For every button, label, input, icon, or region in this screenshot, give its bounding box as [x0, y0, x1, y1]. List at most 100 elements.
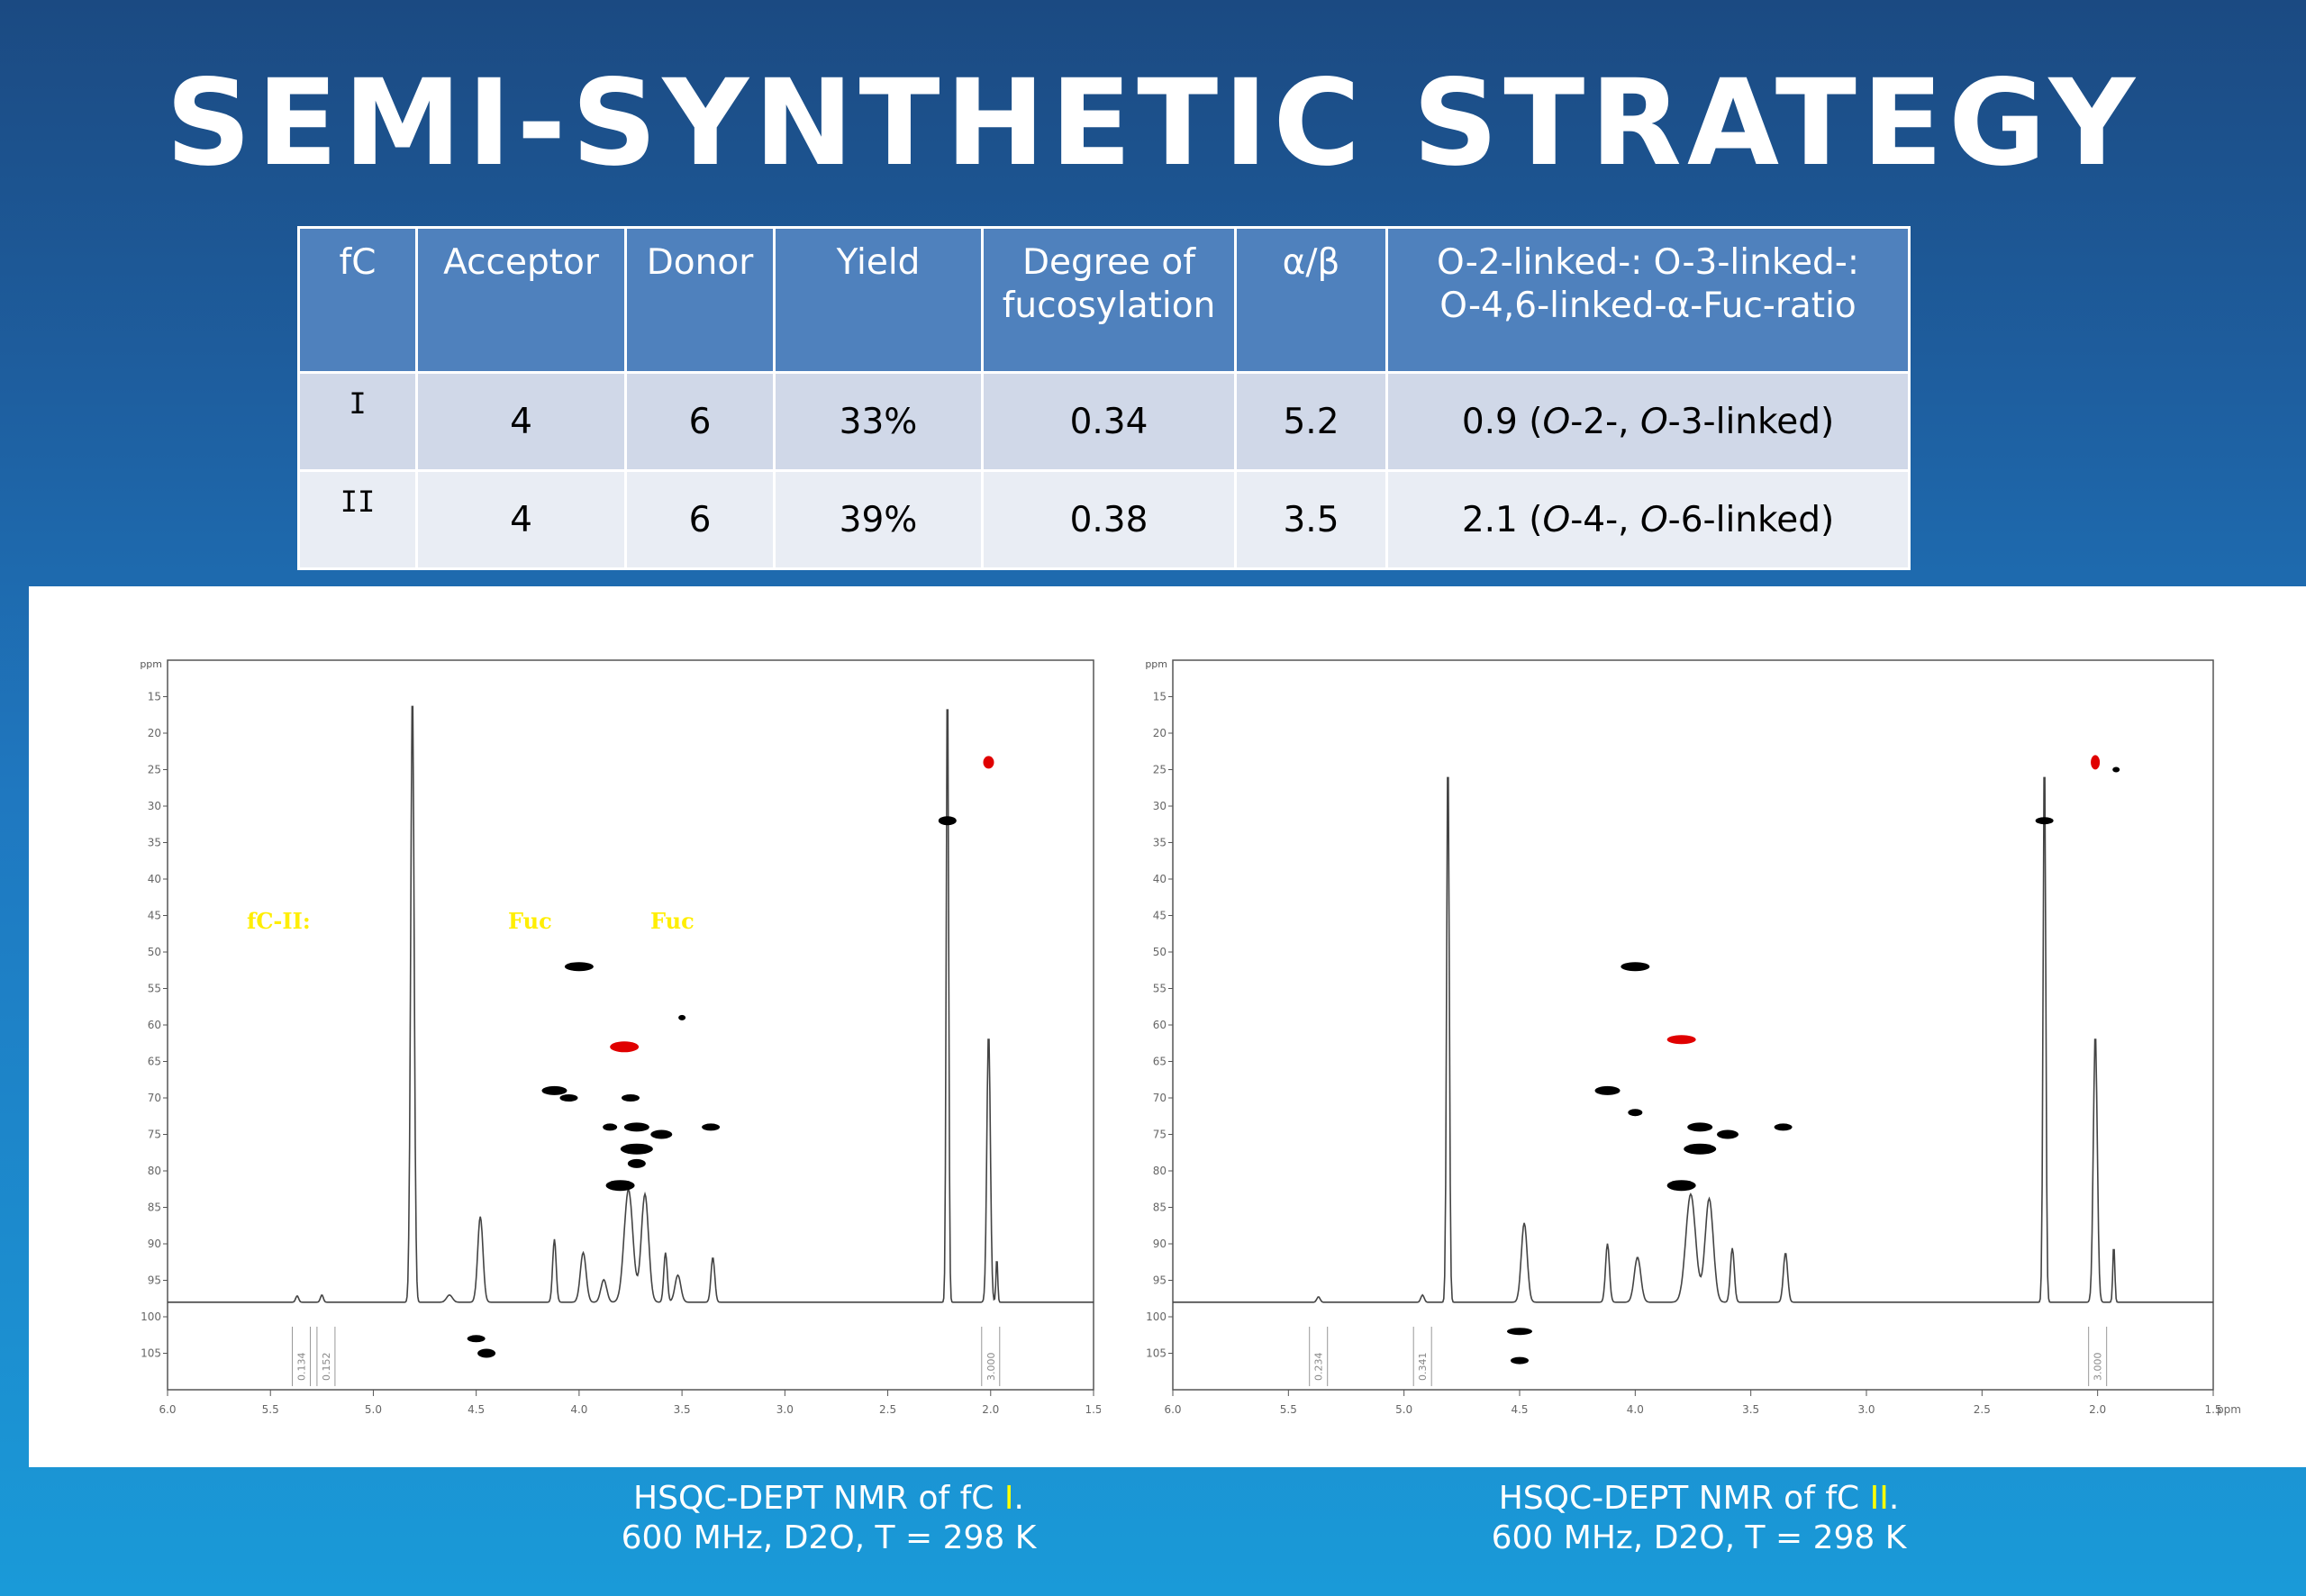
- caption-line1: HSQC-DEPT NMR of fC I.: [333, 1479, 1324, 1519]
- cross-peak: [702, 1123, 721, 1131]
- y-tick-label: 105: [141, 1347, 161, 1360]
- cell-degree: 0.38: [981, 469, 1237, 570]
- table-row: II 4 6 39% 0.38 3.5 2.1 (O-4-, O-6-linke…: [297, 469, 1911, 570]
- cross-peak: [605, 1180, 635, 1192]
- cross-peak: [627, 1158, 646, 1168]
- cross-peak: [650, 1129, 673, 1139]
- y-tick-label: 35: [1153, 837, 1167, 849]
- y-tick-label: 55: [1153, 983, 1167, 995]
- cross-peak: [564, 962, 594, 972]
- cell-acceptor: 4: [415, 469, 627, 570]
- x-tick-label: 4.5: [1511, 1403, 1528, 1416]
- x-tick-label: 1.5: [1085, 1403, 1101, 1416]
- plot-frame: [1172, 659, 2214, 1391]
- ratio-part: -3-linked): [1667, 401, 1835, 442]
- integral-bracket: [316, 1327, 336, 1386]
- cross-peak: [2035, 817, 2054, 825]
- cross-peak: [1684, 1143, 1717, 1155]
- x-tick-label: 1.5: [2204, 1403, 2221, 1416]
- cross-peak: [1511, 1356, 1529, 1365]
- ratio-o: O: [1639, 499, 1668, 540]
- integral-label: 3.000: [2093, 1353, 2104, 1382]
- x-tick-label: 3.0: [1857, 1403, 1875, 1416]
- y-tick-label: 25: [148, 764, 161, 776]
- caption-line2: 600 MHz, D2O, T = 298 K: [621, 1519, 1037, 1556]
- y-tick-label: 50: [1153, 946, 1167, 958]
- x-tick-label: 3.5: [674, 1403, 691, 1416]
- y-tick-label: 70: [148, 1092, 161, 1104]
- y-tick-label: 70: [1153, 1092, 1167, 1104]
- y-tick-label: 55: [148, 983, 161, 995]
- y-tick-label: 100: [1146, 1310, 1167, 1323]
- cell-degree: 0.34: [981, 371, 1237, 472]
- y-tick-label: 75: [148, 1129, 161, 1141]
- cross-peak-red: [1666, 1035, 1696, 1045]
- y-tick-label: 60: [1153, 1019, 1167, 1031]
- cross-peak: [1774, 1123, 1793, 1131]
- hsqc-spectrum-fc-i: ppm 15 20 25 30 35 40 45 50 55 60 65 70 75 80 85 90 95 100…: [140, 658, 1101, 1416]
- projection-trace: [1173, 776, 2213, 1303]
- ratio-part: -4-,: [1570, 499, 1640, 540]
- col-header-degree: Degree of fucosylation: [981, 226, 1237, 374]
- cell-yield: 39%: [773, 469, 984, 570]
- ratio-value: 0.9: [1461, 401, 1518, 442]
- x-tick-label: 2.0: [2089, 1403, 2106, 1416]
- cross-peak: [541, 1085, 567, 1095]
- x-tick-label: 5.5: [1280, 1403, 1297, 1416]
- y-tick-label: 85: [1153, 1202, 1167, 1214]
- cell-alpha-beta: 3.5: [1234, 469, 1388, 570]
- y-tick-label: 85: [148, 1202, 161, 1214]
- plot-frame: [167, 659, 1094, 1391]
- x-tick-label: 6.0: [1164, 1403, 1181, 1416]
- cell-fc: II: [297, 469, 418, 570]
- cross-peak: [620, 1143, 653, 1155]
- y-tick-label: 80: [148, 1165, 161, 1177]
- cell-fc: I: [297, 371, 418, 472]
- caption-fc-ii: HSQC-DEPT NMR of fC II. 600 MHz, D2O, T …: [1203, 1479, 2194, 1558]
- y-tick-label: 50: [148, 946, 161, 958]
- integral-label: 0.341: [1417, 1353, 1429, 1382]
- col-header-alpha-beta: α/β: [1234, 226, 1388, 374]
- y-tick-label: 20: [1153, 727, 1167, 739]
- x-tick-label: 3.0: [776, 1403, 794, 1416]
- col-header-degree-line1: Degree of: [1022, 242, 1195, 283]
- col-header-fc: fC: [297, 226, 418, 374]
- caption-line1: HSQC-DEPT NMR of fC II.: [1203, 1479, 2194, 1519]
- y-tick-label: 60: [148, 1019, 161, 1031]
- integral-bracket: [2088, 1327, 2108, 1386]
- cell-alpha-beta: 5.2: [1234, 371, 1388, 472]
- cell-ratio: 0.9 (O-2-, O-3-linked): [1385, 371, 1911, 472]
- annotation-label: Fuc: [508, 908, 552, 934]
- ratio-value: 2.1: [1461, 499, 1518, 540]
- y-tick-label: 45: [1153, 910, 1167, 922]
- x-tick-label: 6.0: [159, 1403, 176, 1416]
- cross-peak: [467, 1335, 486, 1343]
- table-row: I 4 6 33% 0.34 5.2 0.9 (O-2-, O-3-linked…: [297, 371, 1911, 472]
- caption-highlight: II: [1869, 1480, 1889, 1517]
- x-tick-label: 5.0: [1395, 1403, 1412, 1416]
- y-tick-label: 105: [1146, 1347, 1167, 1360]
- x-tick-label: 2.5: [1974, 1403, 1991, 1416]
- y-tick-label: 90: [1153, 1238, 1167, 1250]
- integral-label: 0.234: [1313, 1353, 1325, 1382]
- y-tick-label: 75: [1153, 1129, 1167, 1141]
- cross-peak: [2112, 766, 2120, 773]
- caption-text: .: [1013, 1480, 1024, 1517]
- y-axis-unit: ppm: [1145, 658, 1167, 670]
- cross-peak: [622, 1094, 640, 1102]
- y-tick-label: 80: [1153, 1165, 1167, 1177]
- caption-text: HSQC-DEPT NMR of fC: [633, 1480, 1004, 1517]
- y-tick-label: 65: [1153, 1056, 1167, 1068]
- caption-text: .: [1888, 1480, 1900, 1517]
- hsqc-spectrum-fc-ii: ppm 15 20 25 30 35 40 45 50 55 60 65 70 75 80 85 90 95 100…: [1145, 658, 2241, 1416]
- caption-highlight: I: [1003, 1480, 1014, 1517]
- x-axis-unit: ppm: [2217, 1403, 2241, 1416]
- x-tick-label: 3.5: [1742, 1403, 1759, 1416]
- integral-label: 0.134: [295, 1353, 307, 1382]
- cell-donor: 6: [624, 371, 776, 472]
- col-header-degree-line2: fucosylation: [1002, 286, 1216, 326]
- y-tick-label: 30: [1153, 800, 1167, 812]
- y-tick-label: 45: [148, 910, 161, 922]
- cross-peak: [678, 1014, 686, 1020]
- table-header-row: fC Acceptor Donor Yield Degree of fucosy…: [297, 226, 1911, 374]
